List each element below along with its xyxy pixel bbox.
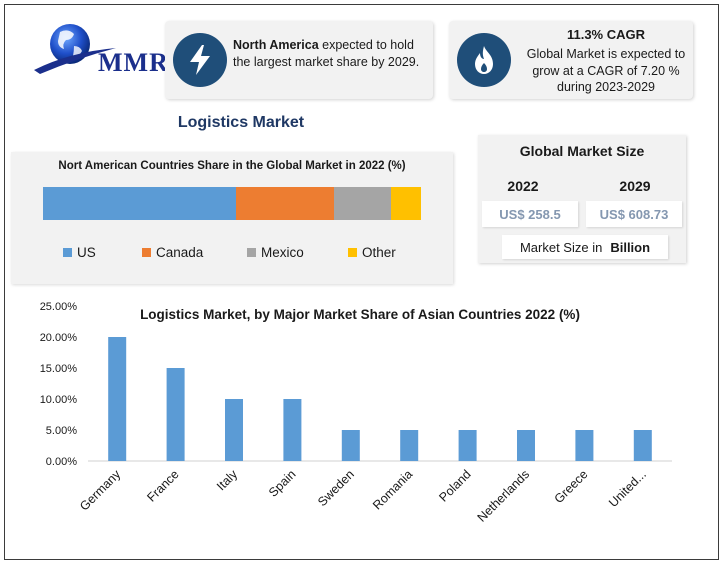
region-description: expected to hold the largest market shar…: [233, 38, 420, 69]
legend-item-canada: Canada: [142, 245, 203, 260]
cagr-headline: 11.3% CAGR: [566, 27, 646, 42]
x-tick-label: United...: [606, 467, 649, 510]
page-title: Logistics Market: [177, 114, 305, 131]
x-tick-label: Netherlands: [475, 467, 533, 525]
bar-united: [633, 430, 652, 461]
bar-chart-title: Logistics Market, by Major Market Share …: [140, 307, 580, 322]
legend-label: Canada: [156, 245, 204, 260]
global-market-size-title: Global Market Size: [519, 143, 645, 159]
region-name: North America: [233, 38, 319, 52]
market-size-unit: Market Size in Billion: [502, 235, 668, 259]
mmr-logo: MMR: [30, 22, 168, 78]
unit-label: Market Size in: [519, 239, 603, 255]
bar-italy: [225, 399, 243, 461]
country-share-bar-chart: 0.00% 5.00% 10.00% 15.00% 20.00% 25.00% German…: [40, 301, 672, 525]
legend-label: Other: [362, 245, 396, 260]
bar-france: [166, 368, 185, 461]
global-market-size-card: Global Market Size 2022 2029 US$ 258.5 U…: [478, 135, 686, 263]
lightning-icon: [173, 33, 227, 87]
bar-greece: [575, 430, 594, 461]
bar-germany: [108, 337, 127, 461]
stacked-bar: [43, 187, 421, 220]
year-2029-label: 2029: [619, 178, 651, 194]
north-america-share-chart: Nort American Countries Share in the Glo…: [11, 152, 453, 284]
region-highlight-card: North America expected to hold the large…: [165, 21, 433, 99]
stack-segment-other: [390, 187, 421, 220]
bar-netherlands: [517, 430, 535, 461]
legend-swatch: [63, 248, 72, 257]
bar-sweden: [341, 430, 360, 461]
x-tick-label: Italy: [214, 467, 241, 494]
stack-segment-mexico: [334, 187, 391, 220]
x-tick-label: Romania: [370, 467, 415, 512]
share-chart-title: Nort American Countries Share in the Glo…: [58, 160, 406, 172]
value-2022: US$ 258.5: [482, 201, 578, 227]
infographic-frame: [4, 4, 719, 560]
y-tick-label: 20.00%: [40, 332, 78, 344]
y-tick-label: 5.00%: [46, 425, 77, 437]
legend-item-mexico: Mexico: [247, 245, 304, 260]
legend-swatch: [142, 248, 151, 257]
region-highlight-text: North America expected to hold the large…: [233, 37, 431, 71]
y-tick-label: 25.00%: [40, 301, 78, 313]
bar-spain: [283, 399, 302, 461]
stack-segment-us: [43, 187, 236, 220]
y-tick-label: 10.00%: [40, 394, 78, 406]
x-tick-label: Greece: [552, 467, 591, 506]
legend-item-other: Other: [348, 245, 396, 260]
x-tick-label: France: [144, 467, 181, 504]
value-2029: US$ 608.73: [586, 201, 682, 227]
x-tick-label: Spain: [266, 467, 299, 500]
x-tick-label: Poland: [436, 467, 473, 504]
flame-icon: [457, 33, 511, 87]
year-2022-label: 2022: [507, 178, 539, 194]
x-tick-label: Sweden: [315, 467, 357, 509]
x-tick-label: Germany: [77, 467, 124, 514]
stack-segment-canada: [235, 187, 335, 220]
cagr-description: Global Market is expected to grow at a C…: [526, 47, 686, 94]
legend-swatch: [348, 248, 357, 257]
bar-poland: [458, 430, 477, 461]
y-tick-label: 15.00%: [40, 363, 78, 375]
legend-label: US: [77, 245, 96, 260]
globe-icon: [34, 24, 116, 74]
y-tick-label: 0.00%: [46, 456, 77, 468]
unit-value: Billion: [610, 239, 651, 255]
legend-label: Mexico: [261, 245, 304, 260]
cagr-card: 11.3% CAGR Global Market is expected to …: [449, 21, 693, 99]
logo-text: MMR: [98, 48, 169, 77]
legend-item-us: US: [63, 245, 96, 260]
legend-swatch: [247, 248, 256, 257]
bar-romania: [400, 430, 419, 461]
